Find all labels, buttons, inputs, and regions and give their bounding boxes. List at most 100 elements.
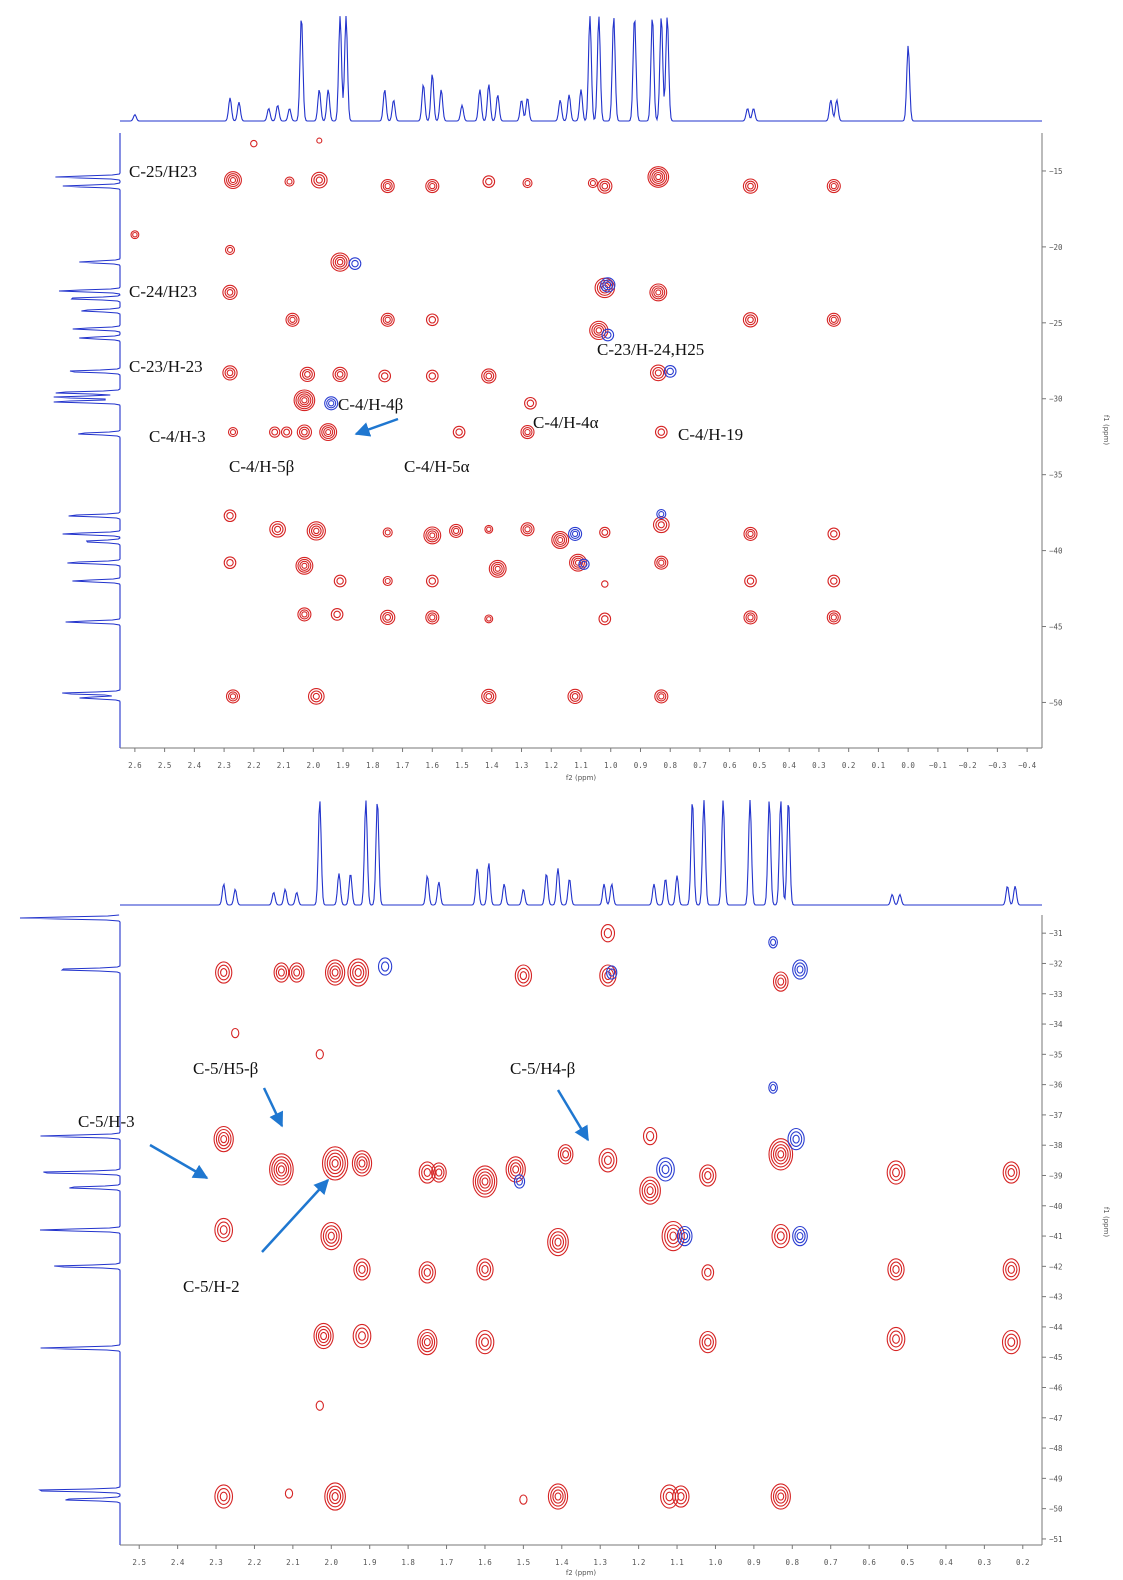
cross-peak-contour <box>776 1231 785 1241</box>
cross-peak-contour <box>384 577 391 585</box>
cross-peak <box>319 423 338 442</box>
cross-peak-contour <box>313 1322 334 1350</box>
cross-peak-contour <box>656 557 667 568</box>
cross-peak-contour <box>642 1126 658 1146</box>
cross-peak-contour <box>554 1492 562 1501</box>
cross-peak-contour <box>310 171 328 189</box>
cross-peak-contour <box>654 369 662 377</box>
negative-cross-peak <box>656 509 667 520</box>
cross-peak <box>425 179 440 194</box>
cross-peak-contour <box>336 577 344 585</box>
cross-peak-contour <box>299 560 310 571</box>
arrow-c5-h4beta <box>556 1089 590 1142</box>
cross-peak-contour <box>316 137 323 144</box>
cross-peak-contour <box>358 1159 366 1168</box>
cross-peak-contour <box>889 1164 903 1181</box>
cross-peak <box>772 971 789 992</box>
cross-peak-contour <box>559 1147 572 1162</box>
cross-peak-contour <box>745 314 756 326</box>
cross-peak <box>826 610 841 625</box>
cross-peak-contour <box>482 175 496 188</box>
cross-peak-contour <box>380 372 389 380</box>
negative-cross-peak-contour <box>602 279 614 291</box>
cross-peak-contour <box>1001 1329 1021 1355</box>
x-tick-label: 0.0 <box>901 761 915 770</box>
cross-peak-contour <box>649 168 668 186</box>
cross-peak-contour <box>421 1264 434 1281</box>
cross-peak-contour <box>427 612 438 623</box>
cross-peak-contour <box>419 1331 436 1353</box>
x-tick-label: 2.4 <box>188 761 202 770</box>
cross-peak <box>484 524 494 534</box>
cross-peak-contour <box>485 372 493 380</box>
cross-peak-contour <box>745 528 756 539</box>
y-tick-label: −50 <box>1049 1505 1063 1514</box>
y-tick-label: −40 <box>1049 547 1063 556</box>
cross-peak <box>224 171 242 190</box>
cross-peak-contour <box>772 1144 789 1165</box>
negative-cross-peak <box>324 396 339 411</box>
x-tick-label: 0.2 <box>1016 1558 1030 1567</box>
cross-peak-contour <box>514 964 533 987</box>
cross-peak-contour <box>654 425 668 439</box>
cross-peak-contour <box>317 1328 330 1344</box>
cross-peak-contour <box>571 693 579 700</box>
cross-peak-contour <box>333 574 347 588</box>
x-tick-label: 2.1 <box>277 761 291 770</box>
cross-peak <box>649 283 668 302</box>
cross-peak-contour <box>830 182 837 190</box>
cross-peak-contour <box>384 182 391 190</box>
negative-cross-peak-contour <box>792 1134 800 1144</box>
x-tick-label: 1.5 <box>517 1558 531 1567</box>
cross-peak-contour <box>550 1486 566 1507</box>
cross-peak-contour <box>299 609 310 620</box>
cross-peak-contour <box>315 1400 324 1411</box>
cross-peak-contour <box>431 1162 447 1183</box>
cross-peak-contour <box>229 693 237 700</box>
cross-peak-contour <box>277 968 285 977</box>
cross-peak <box>652 516 670 534</box>
cross-peak-contour <box>892 1167 900 1178</box>
cross-peak-contour <box>704 1171 712 1180</box>
cross-peak-contour <box>334 256 346 268</box>
cross-peak-contour <box>313 527 320 535</box>
cross-peak <box>743 610 758 625</box>
negative-cross-peak-contour <box>676 1225 693 1247</box>
cross-peak <box>826 179 841 194</box>
cross-peak <box>316 137 323 144</box>
negative-cross-peak-contour <box>571 530 579 538</box>
cross-peak-contour <box>354 968 362 977</box>
cross-peak-contour <box>336 258 344 266</box>
cross-peak-contour <box>291 965 303 980</box>
cross-peak-contour <box>775 1147 787 1162</box>
cross-peak-contour <box>601 580 609 588</box>
cross-peak <box>306 521 326 541</box>
cross-peak-contour <box>284 176 295 187</box>
panel-2-y-ticks: −31 −32 −33 −34 −35 −36 −37 −38 −39 −40 −41 −42 −43 −… <box>1042 929 1063 1544</box>
x-tick-label: 0.3 <box>978 1558 992 1567</box>
cross-peak-contour <box>214 1217 234 1243</box>
x-tick-label: 1.1 <box>670 1558 684 1567</box>
cross-peak <box>452 425 466 439</box>
cross-peak <box>321 1146 349 1181</box>
x-tick-label: 2.6 <box>128 761 142 770</box>
y-tick-label: −35 <box>1049 1050 1063 1059</box>
cross-peak-contour <box>425 574 439 588</box>
negative-cross-peak-contour <box>351 259 359 268</box>
cross-peak <box>699 1164 717 1187</box>
cross-peak-contour <box>512 1165 520 1174</box>
x-tick-label: 0.9 <box>747 1558 761 1567</box>
cross-peak-contour <box>425 179 440 194</box>
cross-peak <box>324 1482 346 1511</box>
cross-peak-contour <box>321 425 336 440</box>
cross-peak-contour <box>597 178 613 194</box>
cross-peak-contour <box>333 610 341 619</box>
cross-peak-contour <box>524 428 531 436</box>
cross-peak-contour <box>828 612 839 623</box>
negative-cross-peak <box>768 1081 778 1094</box>
cross-peak-contour <box>224 244 236 255</box>
x-tick-label: 0.4 <box>782 761 796 770</box>
cross-peak <box>351 1150 373 1177</box>
cross-peak <box>827 574 841 588</box>
